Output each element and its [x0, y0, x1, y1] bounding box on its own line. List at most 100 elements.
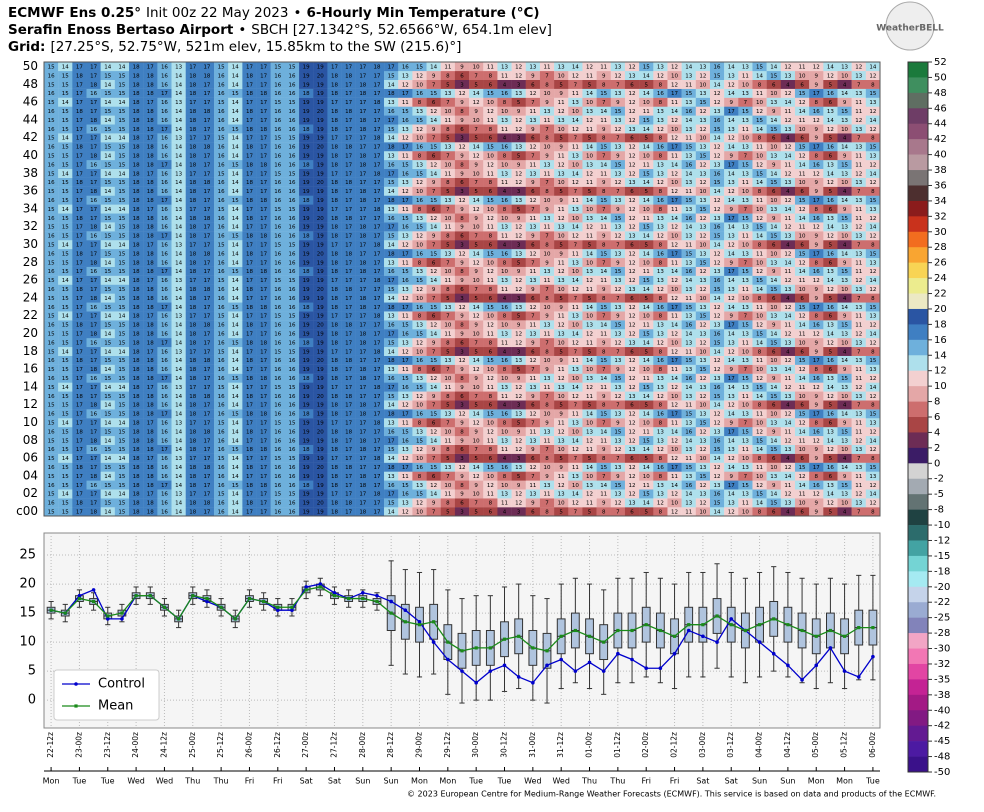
cell-value: 12 — [699, 180, 706, 186]
cell-value: 12 — [629, 385, 636, 391]
cell-value: 11 — [544, 278, 551, 284]
cell-value: 7 — [744, 314, 748, 320]
cell-value: 17 — [203, 189, 210, 195]
cell-value: 12 — [515, 385, 522, 391]
cell-value: 18 — [147, 323, 154, 329]
cell-value: 19 — [317, 385, 324, 391]
cell-value: 17 — [728, 162, 735, 168]
cell-value: 17 — [246, 474, 253, 480]
cell-value: 16 — [218, 153, 225, 159]
cell-value: 15 — [218, 456, 225, 462]
cell-value: 14 — [728, 412, 735, 418]
cell-value: 9 — [772, 323, 776, 329]
cell-value: 13 — [614, 171, 621, 177]
header-part: ECMWF Ens 0.25° — [8, 5, 141, 21]
cell-value: 15 — [62, 189, 69, 195]
cell-value: 15 — [742, 429, 749, 435]
cell-value: 19 — [303, 385, 310, 391]
cell-value: 17 — [359, 421, 366, 427]
cell-value: 16 — [161, 296, 168, 302]
cell-value: 19 — [303, 251, 310, 257]
cell-value: 14 — [600, 216, 607, 222]
cell-value: 18 — [388, 145, 395, 151]
cell-value: 16 — [388, 483, 395, 489]
cell-value: 18 — [189, 465, 196, 471]
cell-value: 14 — [572, 332, 579, 338]
cell-value: 14 — [104, 242, 111, 248]
cell-value: 18 — [133, 269, 140, 275]
cell-value: 15 — [48, 456, 55, 462]
cell-value: 13 — [742, 251, 749, 257]
cell-value: 15 — [104, 234, 111, 240]
cell-value: 13 — [657, 278, 664, 284]
cell-value: 17 — [203, 225, 210, 231]
cell-value: 14 — [175, 438, 182, 444]
cell-value: 17 — [246, 296, 253, 302]
cell-value: 14 — [756, 234, 763, 240]
cell-value: 11 — [572, 465, 579, 471]
cell-value: 19 — [317, 225, 324, 231]
cell-value: 4 — [843, 242, 847, 248]
cell-value: 10 — [572, 216, 579, 222]
cell-value: 14 — [799, 269, 806, 275]
cell-value: 17 — [345, 198, 352, 204]
cell-value: 14 — [232, 153, 239, 159]
cell-value: 11 — [558, 314, 565, 320]
cell-value: 13 — [742, 145, 749, 151]
cell-value: 16 — [218, 225, 225, 231]
cell-value: 18 — [359, 305, 366, 311]
cell-value: 10 — [671, 234, 678, 240]
header-part: • — [293, 5, 301, 21]
cell-value: 19 — [317, 510, 324, 516]
cell-value: 11 — [742, 234, 749, 240]
cell-value: 10 — [799, 234, 806, 240]
cell-value: 7 — [574, 189, 578, 195]
cell-value: 9 — [616, 314, 620, 320]
cell-value: 15 — [714, 340, 721, 346]
cell-value: 12 — [473, 260, 480, 266]
cell-value: 7 — [744, 260, 748, 266]
cell-value: 18 — [331, 483, 338, 489]
cell-value: 18 — [331, 412, 338, 418]
cell-value: 14 — [770, 438, 777, 444]
cell-value: 15 — [62, 234, 69, 240]
cell-value: 10 — [799, 501, 806, 507]
cell-value: 12 — [459, 358, 466, 364]
cell-value: 13 — [728, 340, 735, 346]
cell-value: 10 — [742, 456, 749, 462]
cell-value: 13 — [515, 251, 522, 257]
cell-value: 18 — [189, 332, 196, 338]
cell-value: 16 — [402, 278, 409, 284]
cell-value: 12 — [558, 269, 565, 275]
cell-value: 15 — [62, 269, 69, 275]
cell-value: 17 — [373, 296, 380, 302]
cell-value: 11 — [529, 323, 536, 329]
cell-value: 13 — [685, 421, 692, 427]
cell-value: 16 — [218, 180, 225, 186]
cell-value: 11 — [402, 207, 409, 213]
cell-value: 5 — [517, 367, 521, 373]
cell-value: 13 — [827, 216, 834, 222]
cell-value: 18 — [189, 412, 196, 418]
cell-value: 13 — [685, 153, 692, 159]
cell-value: 18 — [359, 269, 366, 275]
cell-value: 15 — [416, 385, 423, 391]
cell-value: 17 — [373, 474, 380, 480]
cell-value: 11 — [643, 483, 650, 489]
cell-value: 9 — [559, 412, 563, 418]
cell-value: 17 — [345, 438, 352, 444]
cell-value: 8 — [446, 180, 450, 186]
cell-value: 12 — [855, 332, 862, 338]
cell-value: 13 — [515, 358, 522, 364]
cell-value: 18 — [359, 162, 366, 168]
cell-value: 12 — [869, 501, 876, 507]
cell-value: 17 — [246, 260, 253, 266]
cell-value: 7 — [474, 234, 478, 240]
cell-value: 17 — [373, 287, 380, 293]
cell-value: 16 — [274, 189, 281, 195]
cell-value: 18 — [90, 474, 97, 480]
cell-value: 12 — [699, 269, 706, 275]
cell-value: 15 — [685, 358, 692, 364]
cell-value: 18 — [189, 251, 196, 257]
cell-value: 15 — [699, 314, 706, 320]
